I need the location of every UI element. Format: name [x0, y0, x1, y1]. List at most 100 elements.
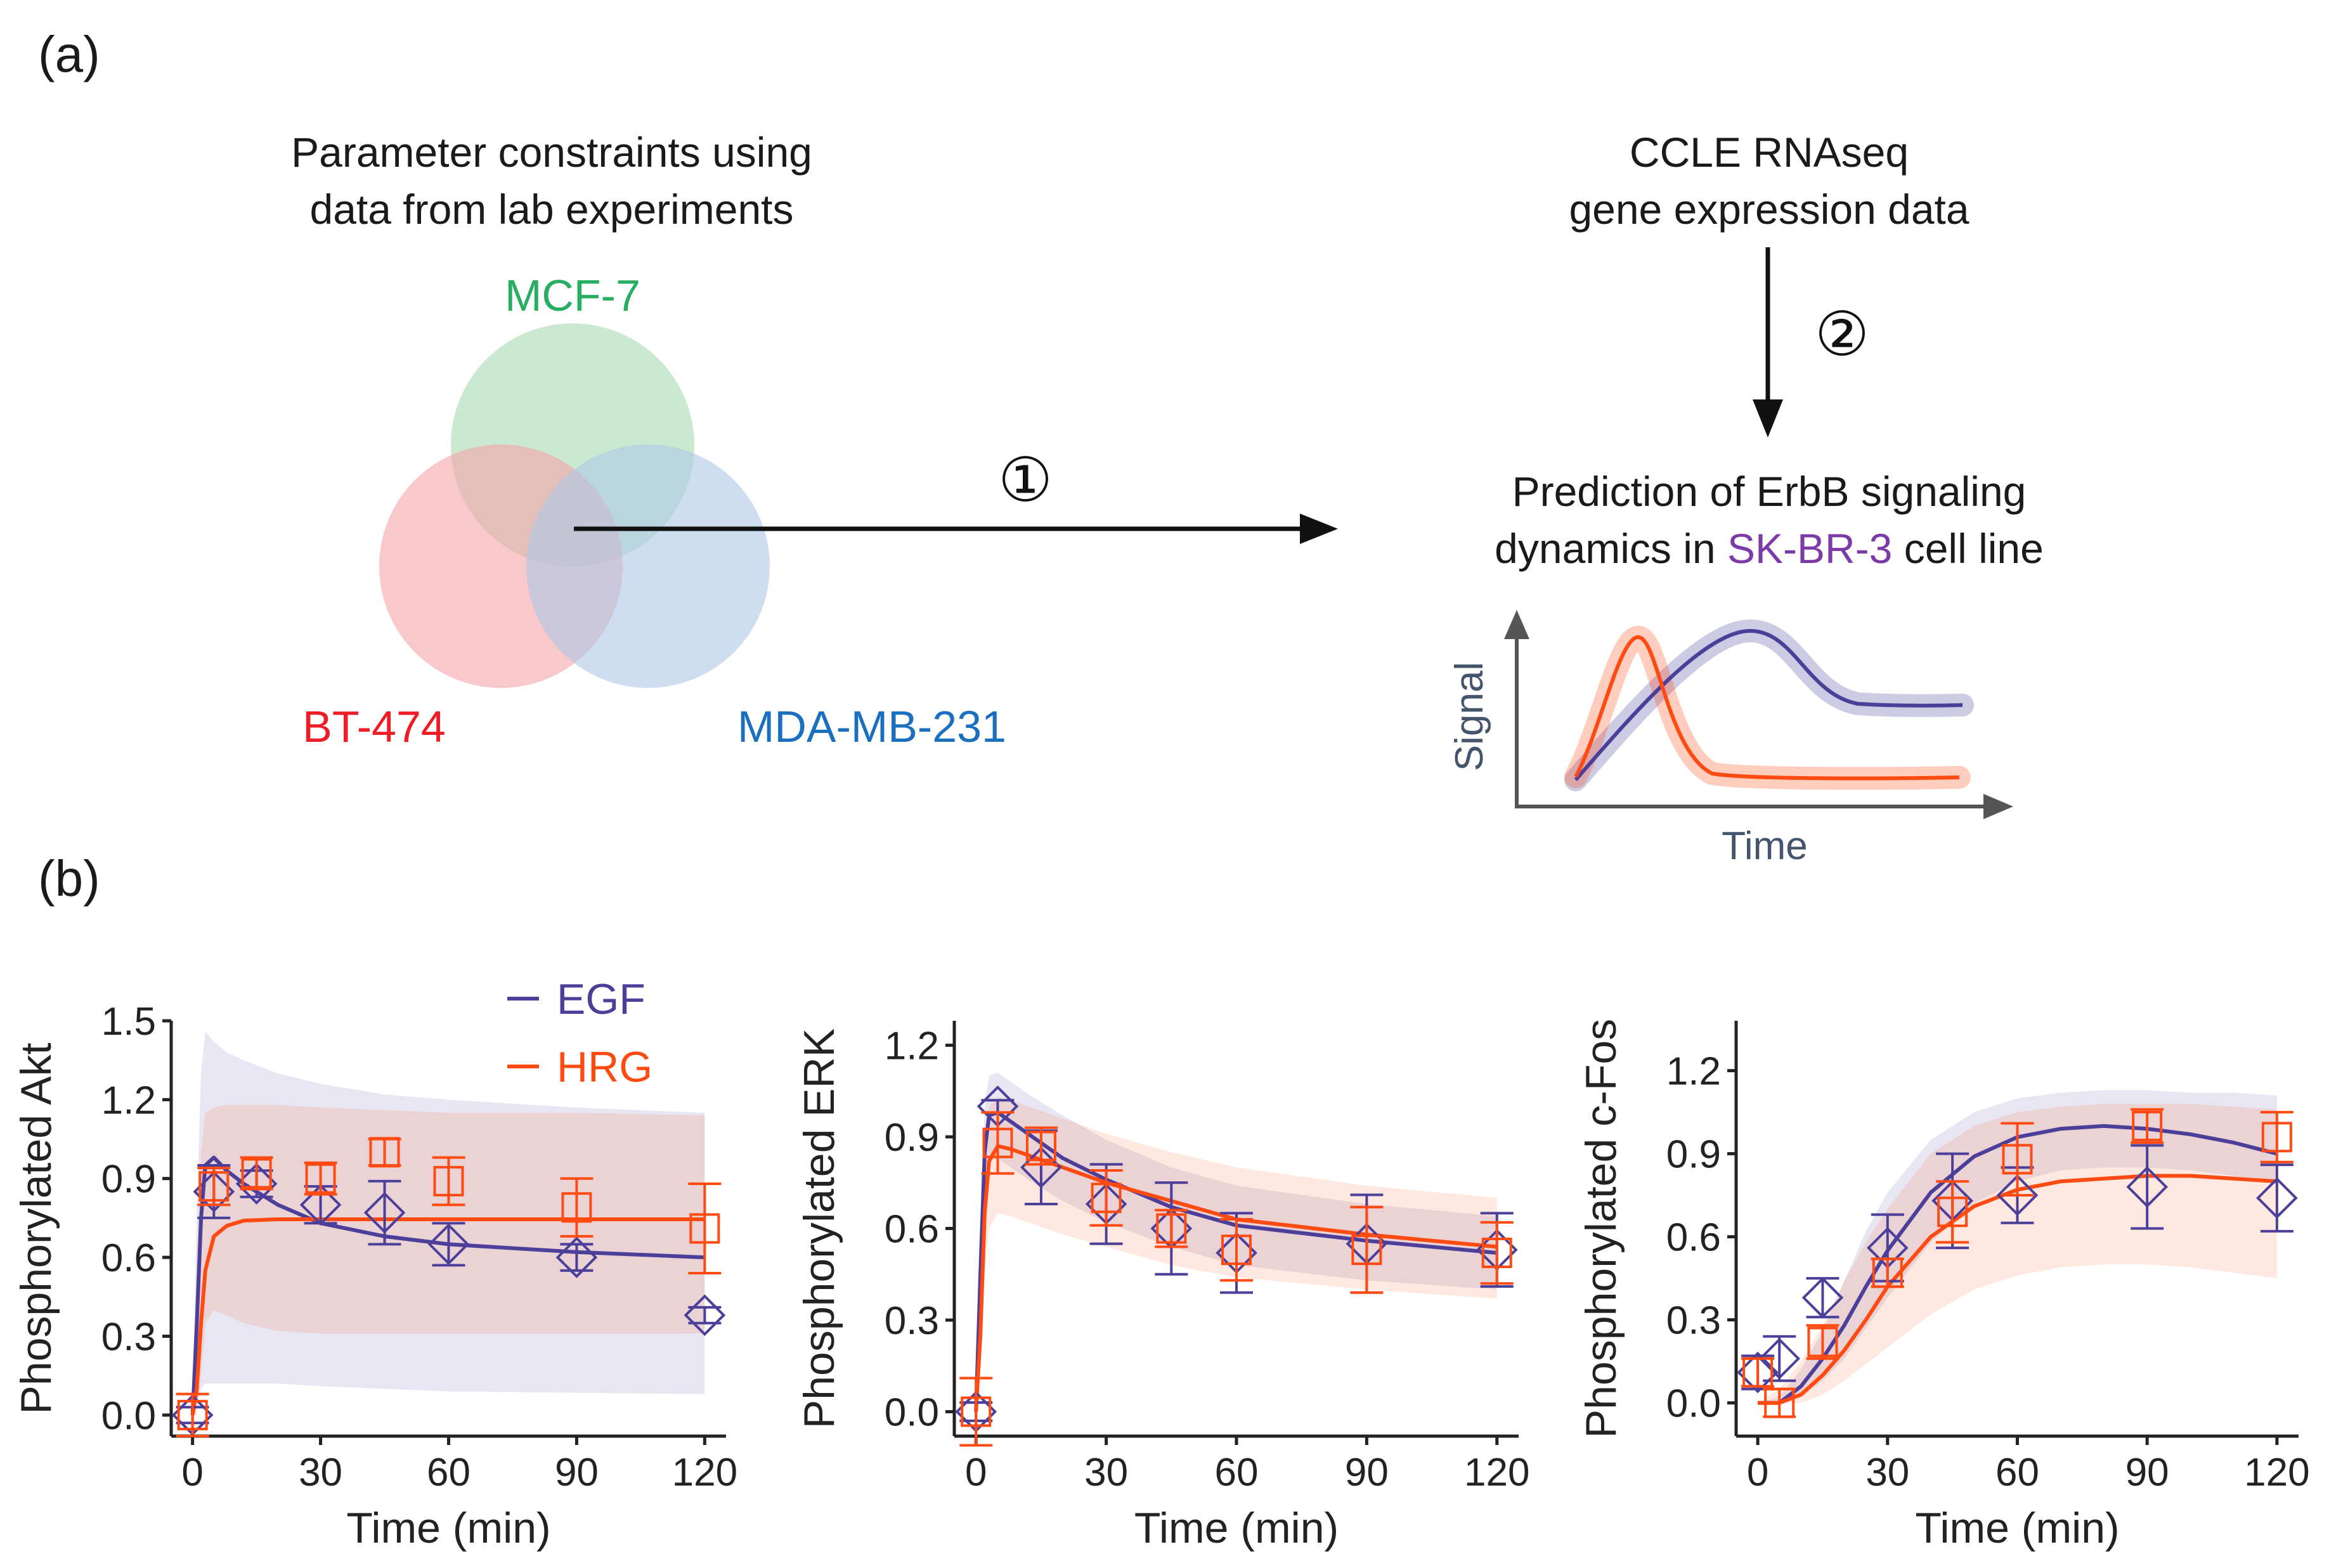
chart1-egf-point	[427, 1223, 470, 1266]
chart3-egf-point	[2126, 1166, 2169, 1208]
chart2-hrg-point	[1091, 1182, 1122, 1214]
legend-egf-label: EGF	[557, 975, 646, 1023]
chart2-hrg-point	[961, 1396, 992, 1427]
chart3-egf-point	[1996, 1174, 2039, 1216]
chart3-ytick-label: 0.0	[1666, 1382, 1721, 1426]
chart2-hrg-point	[982, 1127, 1013, 1158]
chart1-ytick-label: 0.6	[101, 1236, 156, 1280]
chart1-xlabel: Time (min)	[346, 1504, 550, 1552]
chart2-ylabel: Phosphorylated ERK	[795, 1028, 843, 1429]
chart3-hrg-point	[1764, 1387, 1795, 1418]
chart3-hrg-point	[1807, 1326, 1838, 1357]
chart2-xtick-label: 0	[965, 1451, 987, 1494]
chart2-ytick-label: 0.9	[885, 1116, 939, 1160]
chart1-xtick-label: 0	[181, 1451, 203, 1494]
chart3-ytick-label: 0.6	[1666, 1216, 1721, 1260]
chart3-xtick-label: 0	[1747, 1451, 1768, 1494]
chart2-xtick-label: 120	[1464, 1451, 1529, 1494]
mini-y-arrowhead-icon	[1504, 610, 1529, 639]
chart3-ytick-label: 0.3	[1666, 1299, 1721, 1343]
prediction-line-2-post: cell line	[1892, 525, 2044, 572]
chart3-egf-point	[2256, 1177, 2298, 1219]
mini-hrg-line	[1574, 635, 1960, 781]
chart3-hrg-point	[1872, 1257, 1903, 1288]
chart1-xtick-label: 30	[299, 1451, 342, 1494]
chart1-hrg-point	[241, 1158, 272, 1189]
chart1-egf-point	[684, 1294, 726, 1337]
venn-label-mcf7: MCF-7	[505, 271, 640, 320]
chart1-xtick-label: 90	[555, 1451, 599, 1494]
chart3-egf-point	[1801, 1276, 1844, 1319]
mini-xlabel: Time	[1722, 824, 1807, 868]
ccle-title: CCLE RNAseq gene expression data	[1427, 124, 2112, 238]
chart1-hrg-point	[305, 1163, 336, 1194]
step1-arrowhead-icon	[1300, 514, 1338, 544]
chart1-xtick-label: 60	[427, 1451, 470, 1494]
prediction-line-1: Prediction of ErbB signaling	[1512, 468, 2027, 515]
chart2-xtick-label: 90	[1345, 1451, 1389, 1494]
chart1-egf-point	[299, 1184, 342, 1226]
chart2-hrg-point	[1351, 1234, 1382, 1266]
chart1-hrg-point	[177, 1399, 208, 1430]
chart2-xlabel: Time (min)	[1134, 1504, 1339, 1552]
constraints-title-line-1: Parameter constraints using	[291, 129, 812, 176]
prediction-title: Prediction of ErbB signaling dynamics in…	[1363, 463, 2175, 577]
prediction-line-2-pre: dynamics in	[1495, 525, 1727, 572]
chart3-xlabel: Time (min)	[1915, 1504, 2119, 1552]
venn-label-mda: MDA-MB-231	[737, 702, 1006, 751]
step2-label: ②	[1815, 301, 1869, 368]
chart1-hrg-point	[433, 1165, 464, 1196]
chart3-ytick-label: 0.9	[1666, 1133, 1721, 1177]
panel-b-label: (b)	[38, 850, 100, 907]
chart2-hrg-point	[1221, 1234, 1252, 1266]
chart1-ytick-label: 1.5	[101, 1000, 156, 1044]
constraints-title-line-2: data from lab experiments	[309, 186, 794, 233]
chart2-ytick-label: 1.2	[885, 1025, 939, 1068]
chart3-xtick-label: 120	[2244, 1451, 2309, 1494]
chart3-xtick-label: 60	[1995, 1451, 2039, 1494]
chart1-egf-point	[363, 1191, 406, 1234]
chart1-hrg-point	[198, 1171, 230, 1202]
step2-arrowhead-icon	[1753, 399, 1783, 437]
chart1-hrg-point	[369, 1137, 400, 1168]
chart3-egf-point	[1758, 1337, 1801, 1380]
mini-egf-line	[1574, 628, 1963, 781]
chart2-ytick-label: 0.3	[885, 1299, 939, 1343]
chart1-ytick-label: 1.2	[101, 1079, 156, 1122]
chart3-ylabel: Phosphorylated c-Fos	[1577, 1019, 1625, 1438]
chart2-hrg-point	[1156, 1213, 1187, 1244]
chart2-ytick-label: 0.0	[885, 1390, 939, 1434]
chart1-ytick-label: 0.9	[101, 1158, 156, 1202]
chart3-ytick-label: 1.2	[1666, 1050, 1721, 1094]
prediction-cell-line: SK-BR-3	[1727, 525, 1893, 572]
chart1-ylabel: Phosphorylated Akt	[12, 1042, 60, 1414]
chart2-hrg-point	[1481, 1238, 1512, 1269]
chart3-hrg-point	[1742, 1357, 1774, 1388]
ccle-title-line-2: gene expression data	[1569, 186, 1969, 233]
legend-hrg-label: HRG	[557, 1043, 652, 1091]
chart3-xtick-label: 30	[1865, 1451, 1909, 1494]
panel-a-label: (a)	[38, 26, 100, 82]
chart2-xtick-label: 60	[1215, 1451, 1259, 1494]
chart1-hrg-point	[561, 1192, 592, 1223]
prediction-line-2: dynamics in SK-BR-3 cell line	[1363, 520, 2175, 577]
chart2-hrg-point	[1025, 1131, 1056, 1162]
chart3-hrg-point	[2002, 1144, 2033, 1175]
chart3-hrg-point	[2261, 1122, 2292, 1153]
constraints-title: Parameter constraints using data from la…	[203, 124, 900, 238]
chart1-xtick-label: 120	[672, 1451, 737, 1494]
chart3-hrg-point	[2132, 1110, 2163, 1141]
ccle-title-line-1: CCLE RNAseq	[1629, 129, 1909, 176]
venn-label-bt474: BT-474	[302, 702, 446, 751]
venn-circle-mda	[526, 444, 770, 688]
chart3-hrg-point	[1937, 1196, 1968, 1228]
chart1-ytick-label: 0.0	[101, 1394, 156, 1438]
chart1-egf-point	[555, 1236, 598, 1278]
chart1-hrg-fit-line	[190, 1217, 705, 1416]
chart3-xtick-label: 90	[2125, 1451, 2169, 1494]
chart2-xtick-label: 30	[1084, 1451, 1128, 1494]
